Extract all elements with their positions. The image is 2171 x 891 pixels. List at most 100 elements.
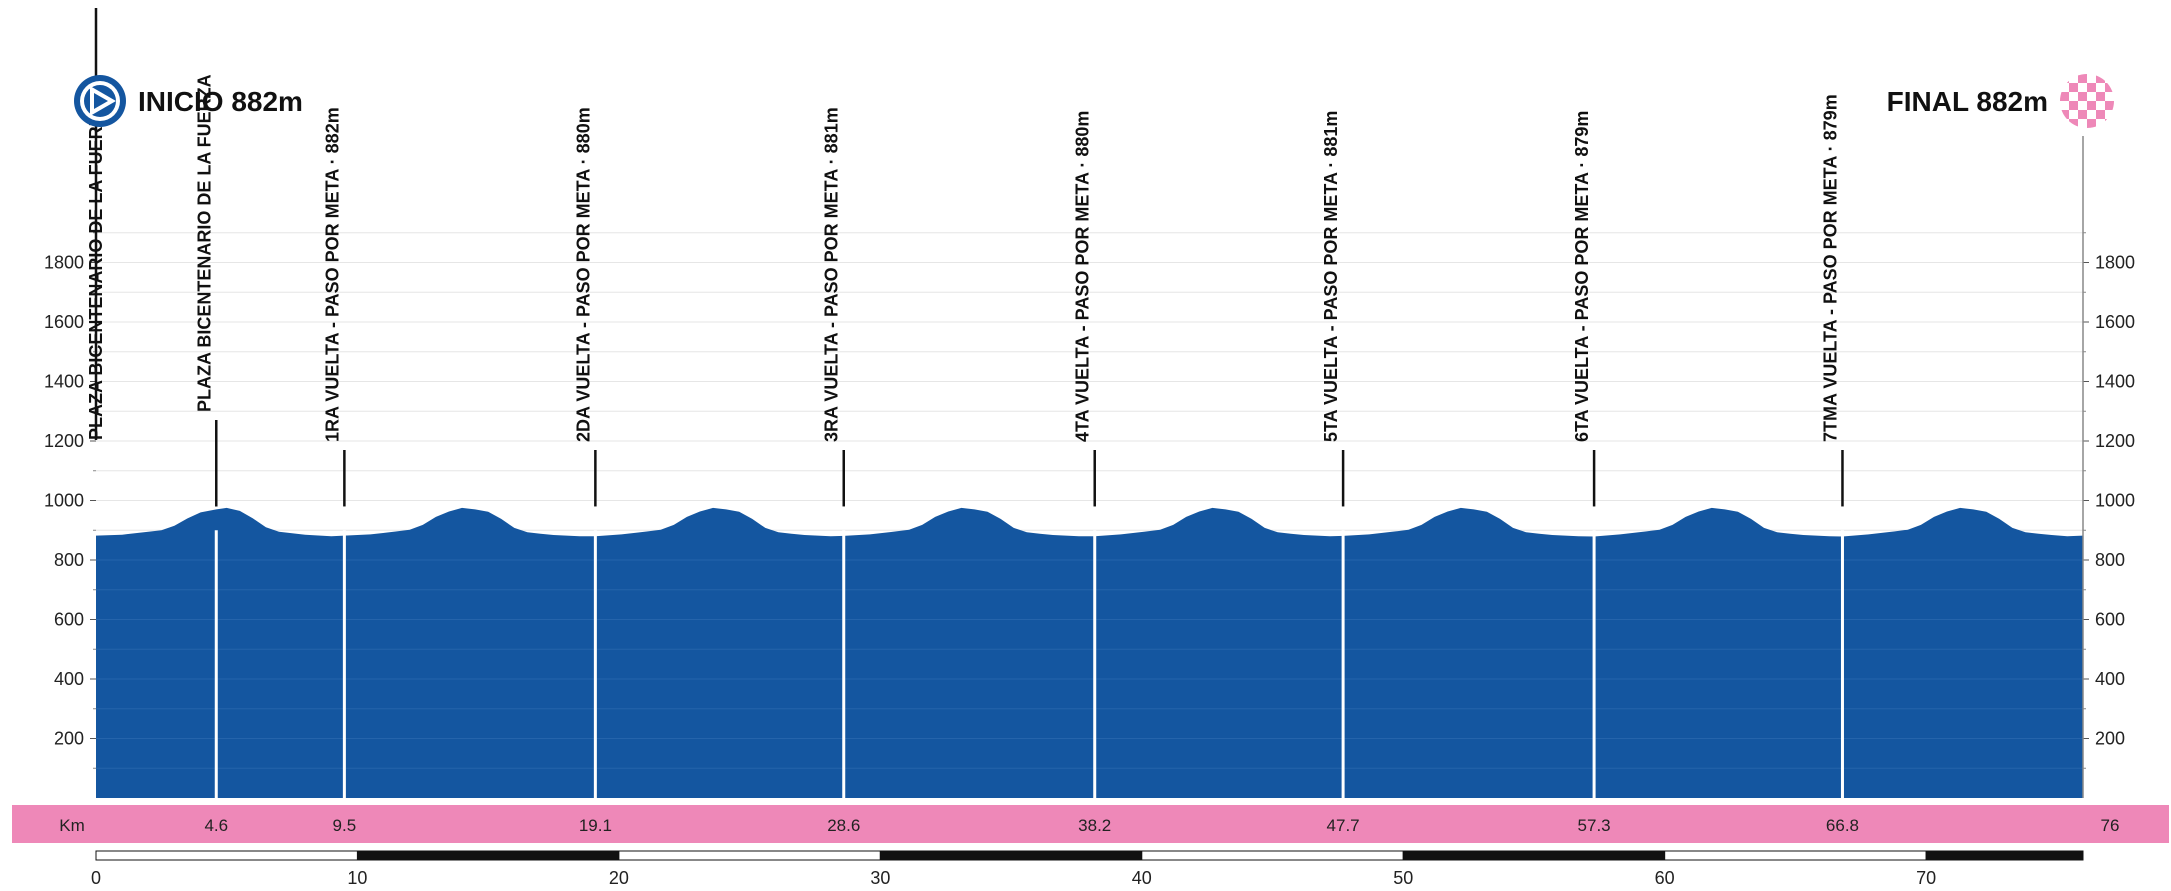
y-tick-label-right: 1000 <box>2095 491 2135 511</box>
flag-cell <box>2078 83 2087 92</box>
km-band-value: 57.3 <box>1578 816 1611 835</box>
flag-cell <box>2096 110 2105 119</box>
scale-tick-label: 40 <box>1132 868 1152 888</box>
km-band-header: Km <box>59 816 85 835</box>
scale-segment <box>1141 850 1404 861</box>
checkpoint-markers: PLAZA BICENTENARIO DE LA FUERZA PLAZA BIC… <box>86 8 1844 798</box>
km-band-total: 76 <box>2101 816 2120 835</box>
checkpoint-label: 1RA VUELTA - PASO POR META · 882m <box>322 107 342 442</box>
y-tick-label-left: 1400 <box>44 372 84 392</box>
y-tick-label-left: 600 <box>54 610 84 630</box>
km-band: Km 4.6 9.5 19.1 28.6 38.2 47.7 57.3 66.8 76 <box>12 805 2169 843</box>
flag-cell <box>2105 119 2114 128</box>
flag-cell <box>2078 74 2087 83</box>
flag-cell <box>2060 110 2069 119</box>
scale-segment <box>618 850 881 861</box>
flag-cell <box>2060 74 2069 83</box>
scale-tick-label: 60 <box>1655 868 1675 888</box>
flag-cell <box>2060 83 2069 92</box>
flag-cell <box>2105 101 2114 110</box>
y-tick-label-right: 200 <box>2095 729 2125 749</box>
elevation-area <box>96 507 2083 798</box>
scale-tick-label: 30 <box>870 868 890 888</box>
km-band-value: 47.7 <box>1327 816 1360 835</box>
scale-segment <box>1402 850 1666 861</box>
y-tick-label-left: 1600 <box>44 312 84 332</box>
flag-cell <box>2105 110 2114 119</box>
y-tick-label-right: 1800 <box>2095 253 2135 273</box>
checkpoint-label: 3RA VUELTA - PASO POR META · 881m <box>822 107 842 442</box>
flag-cell <box>2078 92 2087 101</box>
flag-cell <box>2096 83 2105 92</box>
km-band-value: 9.5 <box>333 816 357 835</box>
flag-cell <box>2060 101 2069 110</box>
flag-cell <box>2078 110 2087 119</box>
y-tick-label-right: 1400 <box>2095 372 2135 392</box>
km-band-value: 19.1 <box>579 816 612 835</box>
y-tick-label-right: 400 <box>2095 669 2125 689</box>
scale-segment <box>95 850 358 861</box>
y-tick-label-right: 1200 <box>2095 431 2135 451</box>
checkered-flag-icon <box>2060 74 2114 128</box>
distance-scale-bar: 0 10 20 30 40 50 60 70 <box>91 850 2084 888</box>
finish-label: FINAL 882m <box>1887 86 2048 117</box>
flag-cell <box>2087 119 2096 128</box>
scale-segment <box>356 850 620 861</box>
flag-cell <box>2096 119 2105 128</box>
flag-cell <box>2087 74 2096 83</box>
flag-cell <box>2105 83 2114 92</box>
y-tick-label-right: 600 <box>2095 610 2125 630</box>
km-band-background <box>12 805 2169 843</box>
scale-segment <box>1664 850 1927 861</box>
flag-cell <box>2069 110 2078 119</box>
flag-cell <box>2087 83 2096 92</box>
start-icon <box>74 75 126 127</box>
endpoints: INICIO 882m FINAL 882m <box>74 74 2114 128</box>
flag-cell <box>2096 92 2105 101</box>
flag-cell <box>2087 110 2096 119</box>
flag-squares <box>2060 74 2114 128</box>
km-band-value: 28.6 <box>827 816 860 835</box>
km-band-value: 66.8 <box>1826 816 1859 835</box>
checkpoint-label: 6TA VUELTA - PASO POR META · 879m <box>1572 111 1592 442</box>
y-tick-label-left: 1000 <box>44 491 84 511</box>
start-marker-label: PLAZA BICENTENARIO DE LA FUERZA <box>86 102 106 440</box>
scale-tick-label: 50 <box>1393 868 1413 888</box>
elevation-axes: 200 200 400 400 600 600 800 800 1000 1000 1200 1200… <box>44 136 2135 798</box>
scale-tick-label: 0 <box>91 868 101 888</box>
flag-cell <box>2096 101 2105 110</box>
scale-tick-label: 20 <box>609 868 629 888</box>
flag-cell <box>2069 101 2078 110</box>
y-tick-label-right: 800 <box>2095 550 2125 570</box>
flag-cell <box>2105 74 2114 83</box>
y-tick-label-right: 1600 <box>2095 312 2135 332</box>
flag-cell <box>2060 119 2069 128</box>
flag-cell <box>2087 92 2096 101</box>
checkpoint-label: PLAZA BICENTENARIO DE LA FUERZA <box>194 74 214 412</box>
checkpoint-label: 4TA VUELTA - PASO POR META · 880m <box>1073 111 1093 442</box>
y-tick-label-left: 1800 <box>44 253 84 273</box>
km-band-value: 38.2 <box>1078 816 1111 835</box>
scale-tick-label: 10 <box>347 868 367 888</box>
scale-segment <box>879 850 1143 861</box>
flag-cell <box>2087 101 2096 110</box>
scale-segment <box>1925 850 2084 861</box>
checkpoint-label: 5TA VUELTA - PASO POR META · 881m <box>1321 111 1341 442</box>
flag-cell <box>2096 74 2105 83</box>
y-tick-label-left: 800 <box>54 550 84 570</box>
y-tick-label-left: 400 <box>54 669 84 689</box>
flag-cell <box>2069 74 2078 83</box>
flag-cell <box>2078 119 2087 128</box>
checkpoint-label: 2DA VUELTA - PASO POR META · 880m <box>573 107 593 442</box>
y-tick-label-left: 1200 <box>44 431 84 451</box>
y-tick-label-left: 200 <box>54 729 84 749</box>
flag-cell <box>2069 119 2078 128</box>
elevation-series <box>96 507 2083 798</box>
scale-tick-label: 70 <box>1916 868 1936 888</box>
km-band-value: 4.6 <box>204 816 228 835</box>
flag-cell <box>2078 101 2087 110</box>
flag-cell <box>2060 92 2069 101</box>
start-label: INICIO 882m <box>138 86 303 117</box>
checkpoint-label: 7TMA VUELTA - PASO POR META · 879m <box>1820 94 1840 442</box>
